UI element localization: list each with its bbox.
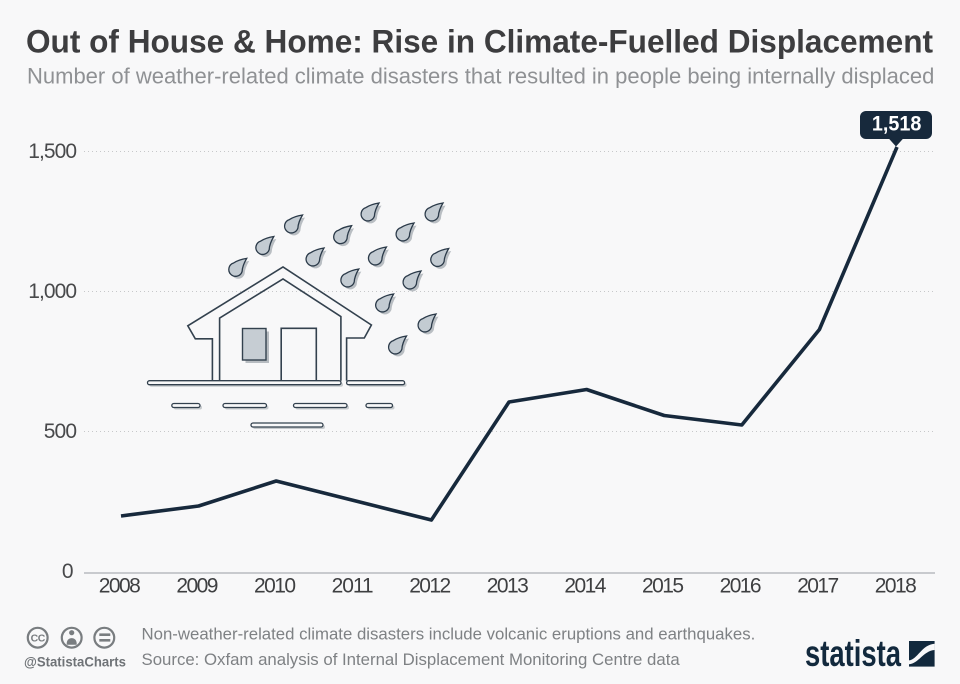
svg-text:2008: 2008 (99, 575, 141, 598)
svg-text:2009: 2009 (176, 575, 218, 598)
svg-text:500: 500 (44, 420, 77, 443)
svg-text:1,518: 1,518 (872, 113, 922, 136)
svg-text:Source: Oxfam analysis of Inte: Source: Oxfam analysis of Internal Displ… (142, 650, 681, 669)
svg-text:2015: 2015 (642, 575, 684, 598)
svg-text:2010: 2010 (254, 575, 296, 598)
svg-text:Out of House & Home: Rise in C: Out of House & Home: Rise in Climate-Fue… (26, 24, 933, 60)
svg-text:2017: 2017 (797, 575, 839, 598)
svg-text:2012: 2012 (409, 575, 451, 598)
svg-text:@StatistaCharts: @StatistaCharts (24, 655, 126, 670)
svg-text:2011: 2011 (332, 575, 374, 598)
svg-text:Non-weather-related climate di: Non-weather-related climate disasters in… (142, 625, 756, 644)
svg-text:2014: 2014 (564, 575, 606, 598)
svg-text:statista: statista (805, 633, 901, 674)
svg-text:2018: 2018 (875, 575, 917, 598)
svg-text:2016: 2016 (720, 575, 762, 598)
svg-text:0: 0 (62, 560, 74, 583)
svg-text:1,000: 1,000 (28, 280, 77, 303)
svg-text:1,500: 1,500 (28, 140, 77, 163)
svg-text:2013: 2013 (487, 575, 529, 598)
svg-text:Number of weather-related clim: Number of weather-related climate disast… (27, 64, 934, 89)
svg-text:CC: CC (31, 633, 46, 645)
